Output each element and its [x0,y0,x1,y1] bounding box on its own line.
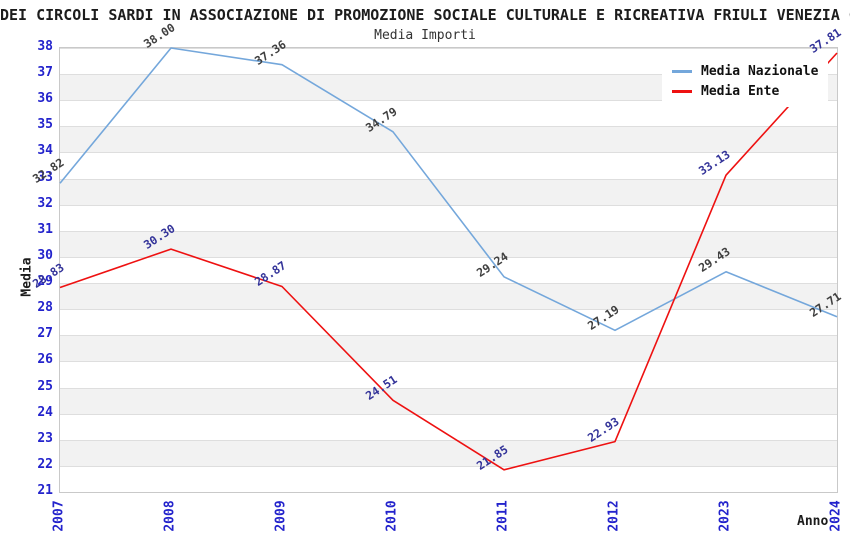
grid-band [60,152,837,178]
grid-band [60,256,837,283]
x-tick-label: 2012 [606,500,622,532]
legend-label-media-nazionale: Media Nazionale [701,63,819,79]
x-axis-title: Anno [797,514,829,529]
y-axis-title: Media [19,257,35,297]
y-tick-label: 36 [37,91,53,107]
legend: Media Nazionale Media Ente [662,57,829,107]
y-tick-label: 25 [37,378,53,394]
y-tick-label: 38 [37,39,53,54]
y-tick-label: 26 [37,352,53,368]
legend-swatch-red-line-icon [672,89,692,93]
grid-band [60,283,837,310]
grid-band [60,309,837,335]
y-tick-label: 22 [37,456,53,472]
chart-subtitle: Media Importi [374,28,476,43]
grid-band [60,387,837,414]
grid-band [60,230,837,257]
grid-band [60,48,837,74]
x-tick-label: 2024 [828,500,844,532]
y-tick-label: 28 [37,300,53,316]
plot-area [59,47,838,493]
series-line-media-ente [59,52,838,471]
grid-band [60,439,837,466]
grid-band [60,361,837,387]
legend-swatch-blue-line-icon [672,69,692,73]
y-tick-label: 30 [37,247,53,263]
grid-band [60,335,837,362]
grid-band [60,413,837,440]
y-tick-label: 29 [37,274,53,290]
legend-item-media-nazionale: Media Nazionale [672,61,818,81]
legend-label-media-ente: Media Ente [701,83,780,99]
y-tick-label: 23 [37,430,53,446]
legend-item-media-ente: Media Ente [672,81,818,101]
x-tick-label: 2010 [384,500,400,532]
grid-band [60,178,837,205]
y-tick-label: 31 [37,221,53,237]
y-tick-label: 37 [37,65,53,81]
x-tick-label: 2008 [162,500,178,532]
x-tick-label: 2009 [273,500,289,532]
x-tick-label: 2023 [717,500,733,532]
y-tick-label: 35 [37,117,53,133]
x-tick-label: 2011 [495,500,511,532]
series-line-media-nazionale [59,47,838,332]
y-tick-label: 21 [37,483,53,498]
y-tick-label: 27 [37,326,53,342]
line-series-svg [59,47,838,471]
grid-band [60,465,837,492]
grid-band [60,100,837,126]
y-tick-label: 24 [37,404,53,420]
x-tick-label: 2007 [51,500,67,532]
y-tick-label: 33 [37,169,53,185]
grid-band [60,126,837,153]
chart-title: DEI CIRCOLI SARDI IN ASSOCIAZIONE DI PRO… [0,6,850,24]
y-tick-label: 32 [37,195,53,211]
y-tick-label: 34 [37,143,53,159]
